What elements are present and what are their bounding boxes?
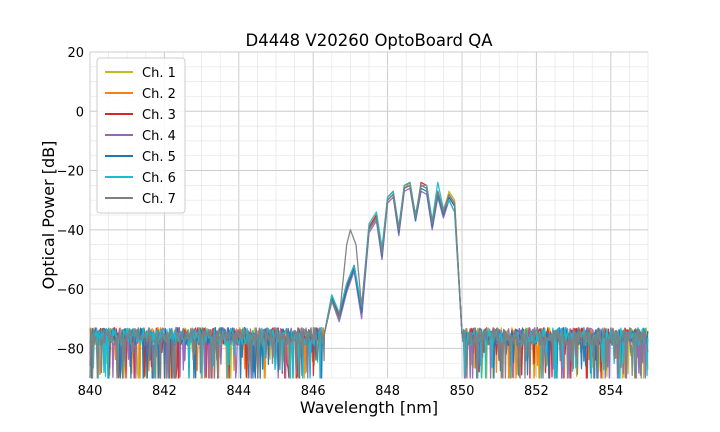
legend-label: Ch. 4: [142, 129, 176, 144]
legend-label: Ch. 2: [142, 87, 176, 102]
legend-label: Ch. 3: [142, 108, 176, 123]
legend-frame: [96, 57, 186, 214]
y-tick-label: −40: [57, 224, 84, 239]
series-lines: [89, 181, 649, 379]
legend-label: Ch. 5: [142, 150, 176, 165]
series-line-ch-7: [89, 184, 649, 379]
legend-label: Ch. 6: [142, 171, 176, 186]
y-tick-label: −60: [57, 283, 84, 298]
y-axis-label: Optical Power [dB]: [39, 141, 58, 290]
legend-label: Ch. 1: [142, 66, 176, 81]
x-tick-label: 854: [598, 384, 623, 399]
legend-label: Ch. 7: [142, 192, 176, 207]
y-tick-label: 0: [76, 105, 84, 120]
x-tick-label: 846: [301, 384, 326, 399]
x-tick-label: 848: [375, 384, 400, 399]
x-tick-label: 844: [226, 384, 251, 399]
x-tick-label: 842: [152, 384, 177, 399]
y-tick-label: −80: [57, 342, 84, 357]
chart-title: D4448 V20260 OptoBoard QA: [245, 31, 493, 50]
x-tick-label: 850: [450, 384, 475, 399]
legend: Ch. 1 Ch. 2 Ch. 3 Ch. 4 Ch. 5 Ch. 6 Ch. 7: [96, 57, 186, 214]
tick-labels: 840 842 844 846 848 850 852 854 −80 −60 −40 −20 0 20: [57, 46, 624, 399]
x-tick-label: 840: [78, 384, 103, 399]
y-tick-label: 20: [67, 46, 84, 61]
x-axis-label: Wavelength [nm]: [300, 398, 438, 417]
x-tick-label: 852: [524, 384, 549, 399]
y-tick-label: −20: [57, 165, 84, 180]
